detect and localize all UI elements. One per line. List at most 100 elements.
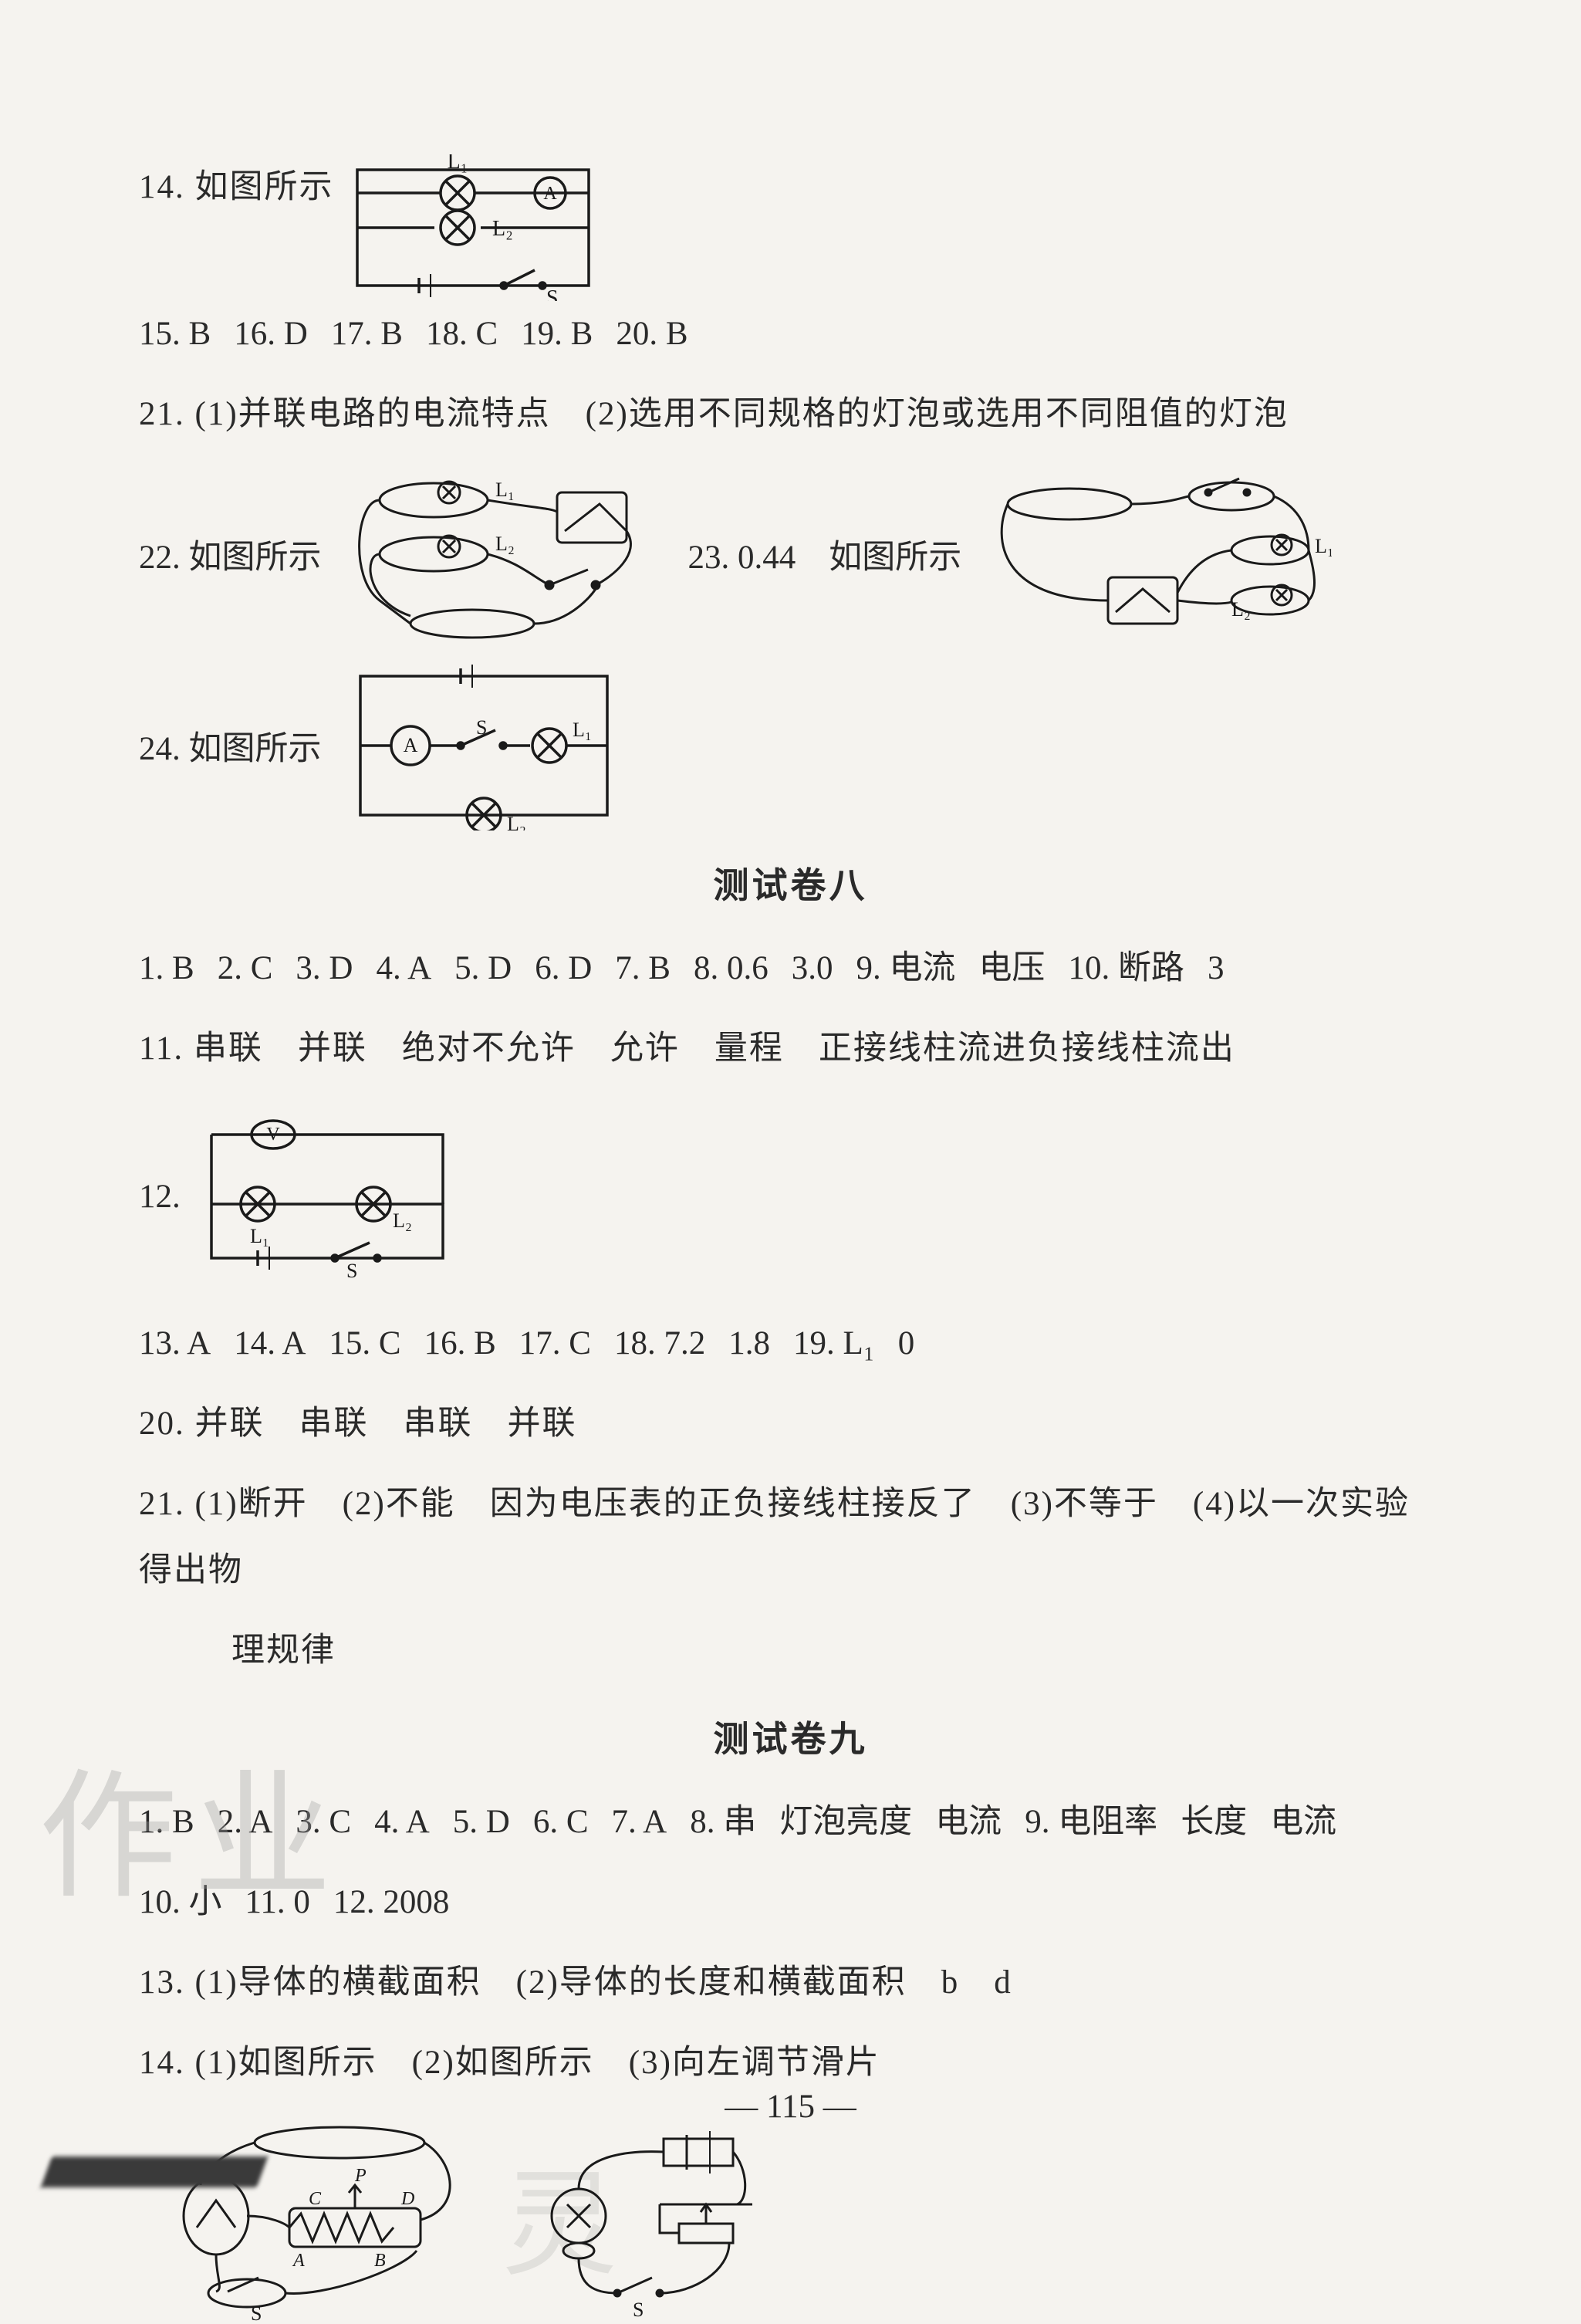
question-22-23: 22. 如图所示 [139,462,1442,647]
svg-text:L₂: L₂ [1231,598,1251,621]
test8-row13: 13. A 14. A 15. C 16. B 17. C 18. 7.2 1.… [139,1311,1442,1377]
heading-test9: 测试卷九 [139,1711,1442,1762]
bottom-circuits: C P D A B S [170,2116,1442,2324]
page-number: — 115 — [0,2088,1581,2126]
t8-8b: 3.0 [792,935,833,1002]
svg-text:A: A [543,184,557,204]
t8-7: 7. B [615,935,671,1002]
question-21: 21. (1)并联电路的电流特点 (2)选用不同规格的灯泡或选用不同阻值的灯泡 [139,381,1442,448]
t8-18: 18. 7.2 [614,1311,705,1377]
bottom-shadow-deco [41,2157,269,2187]
q24-label: 24. 如图所示 [139,722,322,770]
t8-9: 9. 电流 [856,935,955,1002]
svg-text:L₁: L₁ [250,1225,269,1247]
test8-q20: 20. 并联 串联 串联 并联 [139,1391,1442,1457]
t9-4: 4. A [374,1789,430,1855]
t8-13: 13. A [139,1311,211,1377]
circuit-12-diagram: V L₁ L₂ S [196,1111,458,1281]
t9-6: 6. C [533,1789,589,1855]
t8-16: 16. B [424,1311,496,1377]
svg-text:V: V [266,1125,280,1145]
t9-8c: 电流 [935,1789,1002,1855]
t8-19b: 0 [898,1311,915,1377]
t8-17: 17. C [519,1311,591,1377]
t9-8b: 灯泡亮度 [779,1789,912,1855]
t8-9b: 电压 [978,935,1045,1002]
circuit-14-diagram: L₁ L₂ A S [342,154,604,301]
test8-q21a: 21. (1)断开 (2)不能 因为电压表的正负接线柱接反了 (3)不等于 (4… [139,1471,1442,1604]
ans-17: 17. B [331,301,403,367]
test8-q21b: 理规律 [139,1618,1442,1684]
svg-text:S: S [633,2299,644,2321]
t8-5: 5. D [454,935,512,1002]
t8-4: 4. A [376,935,431,1002]
circuit-24-diagram: A S L₁ L₂ [345,661,623,830]
t9-8: 8. 串 [690,1789,756,1855]
t8-18b: 1.8 [728,1311,770,1377]
t9-1: 1. B [139,1789,194,1855]
t8-10: 10. 断路 [1068,935,1184,1002]
t8-3: 3. D [296,935,353,1002]
t9-10: 10. 小 [139,1869,222,1936]
heading-test8: 测试卷八 [139,858,1442,908]
circuit-14a-sketch: C P D A B S [170,2116,494,2324]
svg-text:D: D [400,2189,414,2209]
svg-text:L₂: L₂ [495,533,515,555]
svg-text:L₁: L₁ [573,719,592,741]
q23-label: 23. 0.44 如图所示 [688,530,962,578]
circuit-23-sketch: L₁ L₂ [977,462,1332,647]
ghost-text-icon: 灵 [502,2131,617,2299]
svg-text:L₁: L₁ [447,154,468,174]
t8-15: 15. C [329,1311,400,1377]
svg-text:L₁: L₁ [1315,535,1332,557]
t9-7: 7. A [612,1789,667,1855]
svg-text:S: S [346,1260,357,1281]
t9-9: 9. 电阻率 [1025,1789,1157,1855]
t8-19: 19. L₁ [793,1311,875,1377]
svg-text:B: B [374,2251,386,2271]
question-24: 24. 如图所示 A S [139,661,1442,830]
test9-row2: 10. 小 11. 0 12. 2008 [139,1869,1442,1936]
svg-text:L₂: L₂ [393,1209,412,1232]
t9-2: 2. A [218,1789,273,1855]
t8-1: 1. B [139,935,194,1002]
test8-row1: 1. B 2. C 3. D 4. A 5. D 6. D 7. B 8. 0.… [139,935,1442,1002]
svg-text:C: C [309,2189,322,2209]
t9-11: 11. 0 [245,1869,310,1936]
svg-text:S: S [546,286,559,301]
test9-q13: 13. (1)导体的横截面积 (2)导体的长度和横截面积 b d [139,1950,1442,2016]
ans-19: 19. B [521,301,593,367]
t9-12: 12. 2008 [333,1869,450,1936]
svg-text:S: S [476,716,487,739]
q14-label: 14. 如图所示 [139,154,334,221]
svg-text:L₂: L₂ [492,217,513,241]
t8-14: 14. A [234,1311,306,1377]
t8-8: 8. 0.6 [694,935,769,1002]
svg-text:A: A [292,2251,305,2271]
ans-20: 20. B [616,301,687,367]
test8-q12: 12. V L₁ L₂ S [139,1096,1442,1297]
t8-6: 6. D [535,935,592,1002]
t9-9b: 长度 [1181,1789,1247,1855]
test9-q14: 14. (1)如图所示 (2)如图所示 (3)向左调节滑片 [139,2030,1442,2096]
ans-16: 16. D [234,301,308,367]
q22-label: 22. 如图所示 [139,530,322,578]
answers-15-20: 15. B 16. D 17. B 18. C 19. B 20. B [139,301,1442,367]
svg-text:L₂: L₂ [507,813,526,830]
circuit-22-sketch: L₁ L₂ [333,462,673,647]
t8-q12-label: 12. [139,1178,181,1216]
t9-3: 3. C [296,1789,351,1855]
svg-text:S: S [251,2302,262,2324]
question-14: 14. 如图所示 L₁ L [139,154,1442,301]
t8-2: 2. C [218,935,273,1002]
svg-text:L₁: L₁ [495,479,515,501]
t9-5: 5. D [453,1789,510,1855]
t9-9c: 电流 [1270,1789,1336,1855]
t8-10b: 3 [1208,935,1225,1002]
svg-text:A: A [403,734,417,756]
ans-15: 15. B [139,301,211,367]
ans-18: 18. C [426,301,498,367]
test8-q11: 11. 串联 并联 绝对不允许 允许 量程 正接线柱流进负接线柱流出 [139,1016,1442,1082]
svg-text:P: P [354,2166,367,2186]
test9-row1: 1. B 2. A 3. C 4. A 5. D 6. C 7. A 8. 串 … [139,1789,1442,1855]
